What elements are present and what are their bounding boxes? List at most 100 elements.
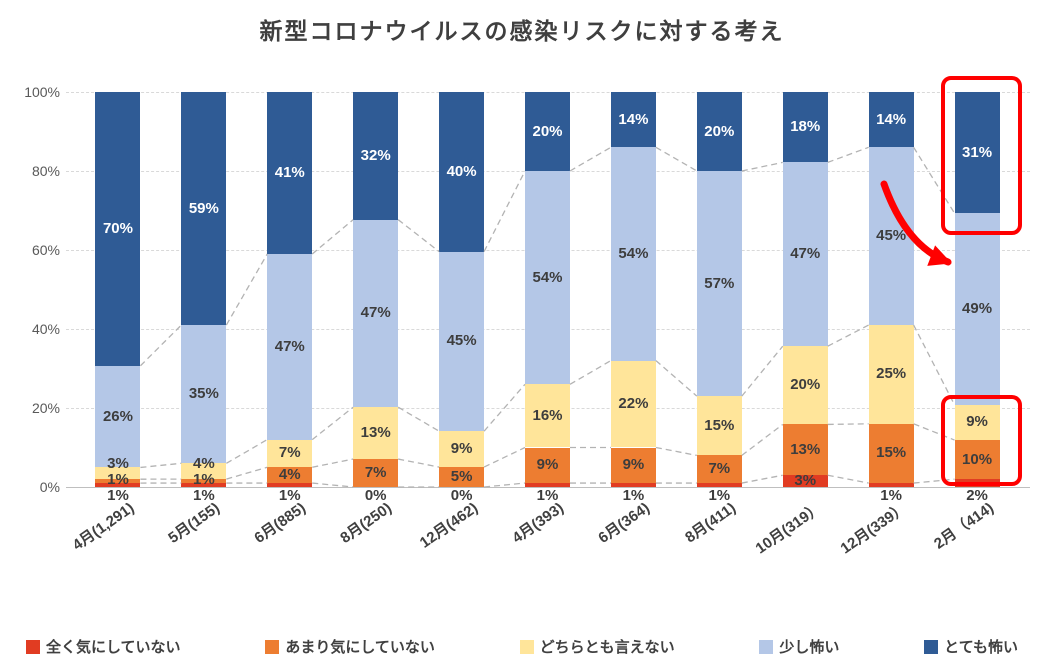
bar-segment — [610, 92, 656, 148]
legend-item: とても怖い — [924, 636, 1018, 657]
bar-segment — [610, 360, 656, 448]
bar-segment — [181, 92, 227, 326]
bar-segment — [868, 92, 914, 148]
segment-value-label: 9% — [536, 456, 559, 474]
bar-segment — [95, 467, 141, 480]
legend-color-swatch — [924, 639, 939, 654]
chart-title: 新型コロナウイルスの感染リスクに対する考え — [259, 18, 785, 44]
segment-value-label: 54% — [618, 244, 649, 262]
x-axis-label-text: 2月（414) — [930, 499, 997, 553]
segment-value-label: 4% — [193, 455, 215, 472]
segment-value-label: 1% — [536, 487, 559, 504]
segment-value-label: 9% — [622, 456, 645, 474]
segment-value-label: 35% — [188, 385, 219, 403]
y-axis-tick-label: 0% — [39, 479, 60, 495]
segment-value-label: 59% — [188, 199, 219, 217]
bar-segment — [95, 92, 141, 366]
legend-label: とても怖い — [944, 639, 1018, 656]
bar-segment — [353, 219, 399, 408]
segment-value-label: 32% — [360, 146, 391, 164]
bar-segment — [267, 467, 313, 484]
bar-segment — [868, 423, 914, 484]
segment-value-label: 45% — [446, 332, 477, 350]
bar-segment — [782, 346, 828, 425]
segment-value-label: 14% — [618, 110, 649, 128]
bar-segment — [525, 171, 570, 385]
segment-value-label: 26% — [102, 407, 133, 425]
legend-color-swatch — [759, 639, 774, 654]
bar-segment — [267, 92, 313, 254]
legend-color-swatch — [519, 639, 534, 654]
segment-value-label: 9% — [450, 440, 473, 458]
highlight-box-top — [940, 76, 1022, 236]
segment-value-label: 31% — [962, 143, 993, 161]
bar-segment — [696, 483, 742, 487]
y-axis-tick-label: 100% — [24, 84, 60, 100]
segment-value-label: 41% — [274, 163, 305, 181]
legend-label: どちらとも言えない — [539, 639, 675, 656]
segment-value-label: 7% — [278, 444, 301, 462]
segment-value-label: 1% — [708, 487, 731, 504]
legend-item: 全く気にしていない — [26, 636, 181, 657]
segment-value-label: 22% — [618, 395, 649, 413]
bar-segment — [439, 251, 485, 432]
y-axis-tick-label: 40% — [31, 321, 60, 337]
bar-segment — [954, 92, 1000, 214]
segment-value-label: 9% — [966, 413, 988, 431]
bar-segment — [610, 447, 656, 484]
segment-value-label: 57% — [704, 274, 735, 292]
bar-segment — [439, 431, 485, 468]
segment-value-label: 1% — [193, 471, 215, 488]
bar-segment — [782, 475, 828, 487]
bar-segment — [439, 92, 485, 252]
segment-value-label: 14% — [876, 110, 907, 128]
bar-segment — [696, 171, 742, 397]
segment-value-label: 3% — [107, 455, 129, 472]
segment-value-label: 7% — [364, 464, 387, 482]
bar-segment — [181, 325, 227, 464]
bar-segment — [95, 365, 141, 468]
legend-item: どちらとも言えない — [519, 636, 675, 657]
y-axis-tick-label: 60% — [31, 242, 60, 258]
bar-segment — [353, 407, 399, 460]
bar-segment — [95, 483, 141, 487]
y-axis-tick-label: 80% — [31, 163, 60, 179]
segment-value-label: 7% — [708, 460, 731, 478]
bar-segment — [353, 459, 399, 487]
segment-value-label: 20% — [532, 122, 563, 140]
bar-segment — [696, 92, 742, 171]
segment-value-label: 13% — [360, 424, 391, 442]
legend-item: あまり気にしていない — [265, 636, 435, 657]
segment-value-label: 16% — [532, 406, 563, 424]
legend-label: 少し怖い — [779, 639, 840, 656]
segment-value-label: 1% — [278, 487, 301, 504]
bar-segment — [525, 384, 570, 448]
segment-value-label: 49% — [962, 300, 993, 318]
bar-segment — [696, 396, 742, 456]
segment-value-label: 1% — [193, 487, 215, 504]
segment-value-label: 18% — [790, 118, 821, 136]
segment-value-label: 15% — [876, 444, 907, 462]
segment-value-label: 47% — [790, 245, 821, 263]
bar-segment — [610, 483, 656, 487]
bar-segment — [954, 440, 1000, 480]
bar-segment — [696, 455, 742, 484]
segment-value-label: 15% — [704, 416, 735, 434]
legend-color-swatch — [265, 639, 280, 654]
x-axis-label-text: 10月(319） — [752, 499, 825, 558]
segment-value-label: 20% — [704, 122, 735, 140]
legend: 全く気にしていない あまり気にしていない どちらとも言えない 少し怖い とても怖い — [0, 636, 1044, 657]
bar-segment — [525, 92, 570, 171]
bar-segment — [181, 479, 227, 484]
gridline — [66, 487, 1030, 488]
x-axis-label-text: 12月(462) — [416, 499, 482, 552]
bar-segment — [782, 424, 828, 476]
segment-value-label: 1% — [880, 487, 902, 504]
bar-segment — [868, 325, 914, 424]
bar-segment — [439, 467, 485, 487]
x-axis-label-text: 12月(339） — [838, 499, 911, 558]
segment-value-label: 3% — [794, 472, 817, 490]
segment-value-label: 0% — [450, 487, 473, 504]
segment-value-label: 47% — [274, 337, 305, 355]
